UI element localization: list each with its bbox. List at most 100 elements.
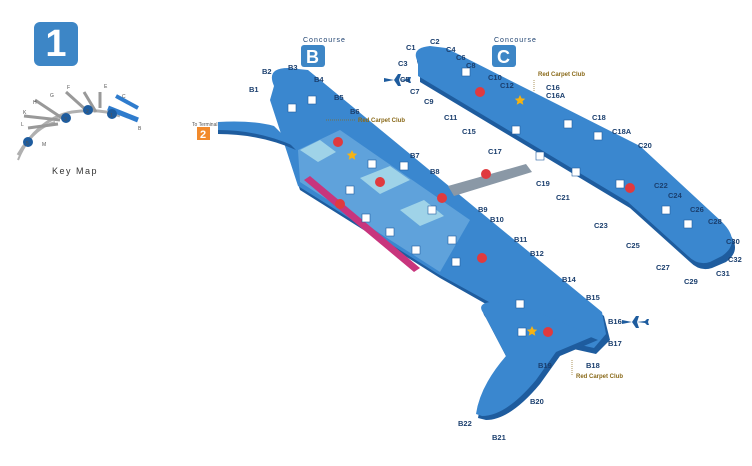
gate-c9[interactable]: C9 — [424, 97, 434, 106]
restroom-icon — [411, 245, 421, 255]
restaurant-icon — [335, 199, 345, 209]
restroom-icon — [515, 299, 525, 309]
gate-c19[interactable]: C19 — [536, 179, 550, 188]
key-map-number-2: 2 — [86, 109, 89, 115]
restaurant-icon — [625, 183, 635, 193]
restroom-icon — [661, 205, 671, 215]
restroom-icon — [683, 219, 693, 229]
restroom-icon — [427, 205, 437, 215]
gate-c26[interactable]: C26 — [690, 205, 704, 214]
restaurant-icon — [543, 327, 553, 337]
terminal-2-number: 2 — [200, 129, 206, 141]
concourse-b-badge — [301, 45, 325, 67]
gate-b19[interactable]: B19 — [538, 361, 552, 370]
airplane-icon — [384, 74, 411, 86]
gate-c21[interactable]: C21 — [556, 193, 570, 202]
gate-b9[interactable]: B9 — [478, 205, 488, 214]
amenity-boxes — [287, 67, 693, 337]
key-map-letter-m: M — [42, 142, 46, 148]
gate-c28[interactable]: C28 — [708, 217, 722, 226]
gate-c6[interactable]: C6 — [456, 53, 466, 62]
to-terminal-2[interactable]: To Terminal 2 — [192, 122, 217, 141]
red-carpet-club-label-b2: Red Carpet Club — [576, 374, 623, 380]
restroom-icon — [563, 119, 573, 129]
gate-b3[interactable]: B3 — [288, 63, 298, 72]
gate-c10[interactable]: C10 — [488, 73, 502, 82]
restroom-icon — [511, 125, 521, 135]
walkway-b-c[interactable] — [448, 164, 532, 196]
gate-c3[interactable]: C3 — [398, 59, 408, 68]
key-map-number-1: 1 — [110, 113, 113, 119]
gate-c4[interactable]: C4 — [446, 45, 456, 54]
gate-b14[interactable]: B14 — [562, 275, 577, 284]
gate-c24[interactable]: C24 — [668, 191, 683, 200]
gate-b17[interactable]: B17 — [608, 339, 622, 348]
gate-c16a[interactable]: C16A — [546, 91, 566, 100]
gate-b1[interactable]: B1 — [249, 85, 259, 94]
gate-c27[interactable]: C27 — [656, 263, 670, 272]
concourse-b[interactable] — [270, 68, 610, 420]
gate-c5[interactable]: C5 — [400, 75, 410, 84]
gate-b12[interactable]: B12 — [530, 249, 544, 258]
gate-b4[interactable]: B4 — [314, 75, 324, 84]
terminal-2-badge — [197, 127, 210, 140]
gate-b22[interactable]: B22 — [458, 419, 472, 428]
gate-c20[interactable]: C20 — [638, 141, 652, 150]
gate-c16[interactable]: C16 — [546, 83, 560, 92]
information-icon — [345, 185, 355, 195]
gate-b6[interactable]: B6 — [350, 107, 360, 116]
club-star-icon — [526, 326, 538, 336]
gate-b7[interactable]: B7 — [410, 151, 420, 160]
gate-c22[interactable]: C22 — [654, 181, 668, 190]
terminal-number-badge: 1 — [34, 22, 78, 66]
gate-b21[interactable]: B21 — [492, 433, 506, 442]
gate-b15[interactable]: B15 — [586, 293, 600, 302]
restroom-icon — [615, 179, 625, 189]
restroom-icon — [287, 103, 297, 113]
gate-labels-c: C1 C2 C3 C4 C5 C6 C7 C8 C9 C10 C11 C12 C… — [398, 37, 742, 286]
gate-c29[interactable]: C29 — [684, 277, 698, 286]
gate-c30[interactable]: C30 — [726, 237, 740, 246]
gate-c18[interactable]: C18 — [592, 113, 606, 122]
gate-c8[interactable]: C8 — [466, 61, 476, 70]
gate-c17[interactable]: C17 — [488, 147, 502, 156]
key-map-letter-g: G — [50, 93, 54, 99]
gate-c25[interactable]: C25 — [626, 241, 640, 250]
gate-b11[interactable]: B11 — [514, 235, 527, 244]
baggage-icon — [307, 95, 317, 105]
gate-b2[interactable]: B2 — [262, 67, 272, 76]
to-terminal-label: To Terminal — [192, 122, 217, 128]
gate-c2[interactable]: C2 — [430, 37, 440, 46]
gate-c7[interactable]: C7 — [410, 87, 420, 96]
gate-b18[interactable]: B18 — [586, 361, 600, 370]
concourse-c-letter: C — [497, 47, 510, 67]
gate-b8[interactable]: B8 — [430, 167, 440, 176]
gate-c18a[interactable]: C18A — [612, 127, 632, 136]
rcc-labels: Red Carpet Club Red Carpet Club Red Carp… — [326, 72, 623, 380]
gate-b5[interactable]: B5 — [334, 93, 344, 102]
key-map-letter-b: B — [138, 126, 142, 132]
gate-c31[interactable]: C31 — [716, 269, 730, 278]
restaurant-icon — [475, 87, 485, 97]
key-map-letter-f: F — [67, 85, 70, 91]
terminal-2-connector[interactable] — [218, 121, 296, 151]
gate-c1[interactable]: C1 — [406, 43, 416, 52]
gate-c12[interactable]: C12 — [500, 81, 514, 90]
restroom-icon — [361, 213, 371, 223]
gate-b10[interactable]: B10 — [490, 215, 504, 224]
gate-b20[interactable]: B20 — [530, 397, 544, 406]
concourse-c[interactable] — [415, 46, 736, 270]
key-map-letter-l: L — [21, 122, 24, 128]
gate-c15[interactable]: C15 — [462, 127, 476, 136]
restroom-icon — [399, 161, 409, 171]
gate-b16[interactable]: B16 — [608, 317, 622, 326]
key-map-label: Key Map — [52, 166, 99, 176]
restaurant-icon — [333, 137, 343, 147]
red-carpet-club-label-c: Red Carpet Club — [538, 72, 585, 78]
key-map[interactable]: 5 3 2 1 F G H K L M E C B — [16, 84, 142, 161]
gate-c11[interactable]: C11 — [444, 113, 457, 122]
gate-c23[interactable]: C23 — [594, 221, 608, 230]
gate-c32[interactable]: C32 — [728, 255, 742, 264]
restroom-icon — [593, 131, 603, 141]
